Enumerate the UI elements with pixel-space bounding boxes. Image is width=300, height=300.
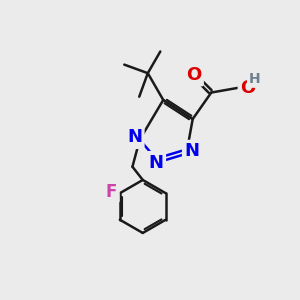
Text: F: F bbox=[106, 183, 117, 201]
Text: N: N bbox=[148, 154, 164, 172]
Text: N: N bbox=[184, 142, 200, 160]
Text: N: N bbox=[127, 128, 142, 146]
Text: O: O bbox=[186, 66, 201, 84]
Text: H: H bbox=[248, 73, 260, 86]
Text: O: O bbox=[240, 79, 256, 97]
